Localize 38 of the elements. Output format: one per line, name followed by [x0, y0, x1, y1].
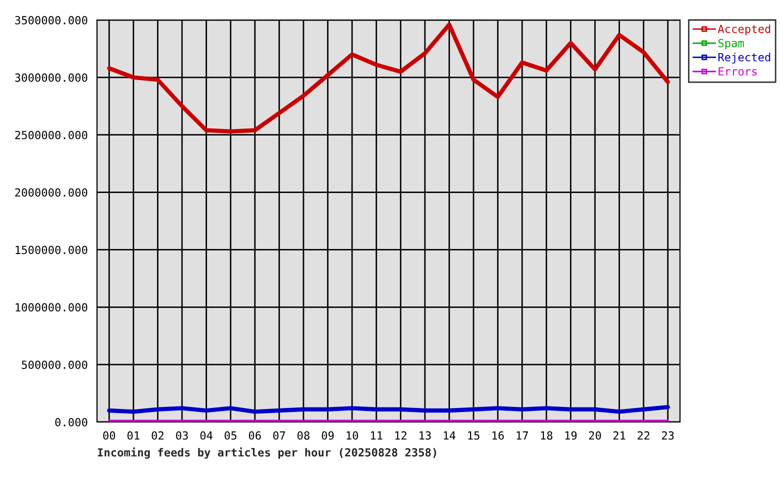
x-tick-label: 23 — [662, 431, 674, 440]
y-tick-label: 3500000.000 — [15, 16, 88, 24]
y-tick-label: 1000000.000 — [16, 303, 88, 312]
x-tick-label: 09 — [322, 431, 334, 440]
x-tick-label: 08 — [298, 431, 310, 440]
x-tick-label: 00 — [103, 431, 116, 440]
x-tick-label: 13 — [420, 431, 431, 440]
x-tick-label: 01 — [127, 431, 140, 440]
line-series — [107, 22, 670, 134]
legend-label: Errors — [718, 67, 757, 76]
x-tick-label: 04 — [200, 431, 212, 440]
legend-label: Rejected — [718, 52, 770, 64]
y-tick-label: 0.000 — [55, 418, 88, 426]
y-tick-label: 500000.000 — [22, 360, 88, 369]
x-tick-label: 18 — [541, 431, 552, 440]
x-tick-label: 03 — [176, 431, 188, 440]
legend-label: Accepted — [718, 24, 770, 36]
x-tick-label: 17 — [516, 431, 528, 440]
x-tick-label: 20 — [589, 431, 601, 440]
x-tick-label: 15 — [468, 431, 480, 440]
y-tick-label: 3000000.000 — [15, 73, 88, 82]
x-tick-label: 19 — [565, 431, 577, 440]
x-tick-label: 05 — [224, 431, 236, 440]
x-tick-label: 02 — [152, 431, 164, 440]
legend-label: Spam — [718, 38, 744, 50]
x-tick-label: 10 — [346, 431, 358, 440]
y-tick-label: 1500000.000 — [16, 246, 88, 254]
x-tick-label: 22 — [638, 431, 650, 440]
x-tick-label: 07 — [273, 431, 286, 440]
x-tick-label: 06 — [248, 431, 261, 440]
x-axis-title: Incoming feeds by articles per hour (20250828 2358) — [98, 447, 436, 459]
x-tick-label: 21 — [613, 431, 626, 440]
x-tick-label: 12 — [395, 431, 406, 440]
x-tick-label: 11 — [371, 431, 382, 440]
y-tick-label: 2000000.000 — [15, 188, 88, 197]
x-tick-label: 16 — [492, 431, 504, 440]
x-tick-label: 14 — [444, 431, 456, 440]
y-tick-label: 2500000.000 — [15, 130, 88, 140]
